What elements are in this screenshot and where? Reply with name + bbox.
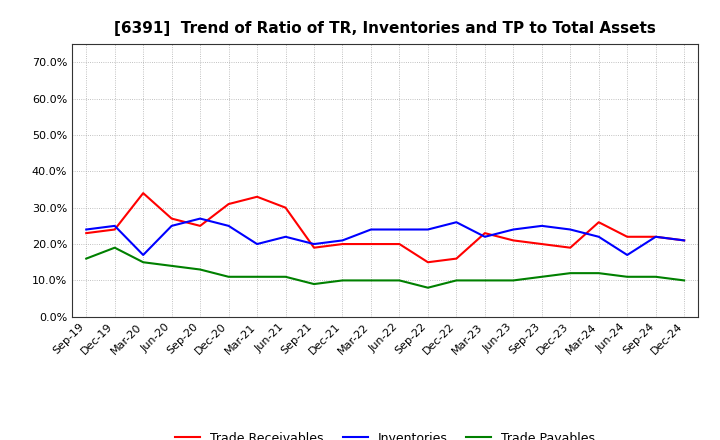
- Inventories: [566, 227, 575, 232]
- Trade Receivables: [253, 194, 261, 199]
- Trade Receivables: [566, 245, 575, 250]
- Trade Payables: [395, 278, 404, 283]
- Trade Receivables: [167, 216, 176, 221]
- Trade Receivables: [139, 191, 148, 196]
- Trade Receivables: [623, 234, 631, 239]
- Trade Receivables: [395, 242, 404, 247]
- Inventories: [623, 252, 631, 257]
- Trade Payables: [225, 274, 233, 279]
- Trade Payables: [110, 245, 119, 250]
- Trade Receivables: [196, 223, 204, 228]
- Trade Receivables: [110, 227, 119, 232]
- Legend: Trade Receivables, Inventories, Trade Payables: Trade Receivables, Inventories, Trade Pa…: [170, 427, 600, 440]
- Inventories: [110, 223, 119, 228]
- Trade Receivables: [423, 260, 432, 265]
- Inventories: [82, 227, 91, 232]
- Trade Receivables: [537, 242, 546, 247]
- Inventories: [595, 234, 603, 239]
- Trade Payables: [595, 271, 603, 276]
- Trade Receivables: [366, 242, 375, 247]
- Trade Receivables: [82, 231, 91, 236]
- Trade Payables: [338, 278, 347, 283]
- Trade Receivables: [652, 234, 660, 239]
- Line: Trade Receivables: Trade Receivables: [86, 193, 684, 262]
- Inventories: [196, 216, 204, 221]
- Inventories: [423, 227, 432, 232]
- Trade Receivables: [595, 220, 603, 225]
- Line: Inventories: Inventories: [86, 219, 684, 255]
- Trade Receivables: [680, 238, 688, 243]
- Inventories: [225, 223, 233, 228]
- Inventories: [480, 234, 489, 239]
- Inventories: [452, 220, 461, 225]
- Trade Payables: [196, 267, 204, 272]
- Trade Receivables: [480, 231, 489, 236]
- Trade Payables: [423, 285, 432, 290]
- Trade Payables: [167, 263, 176, 268]
- Inventories: [253, 242, 261, 247]
- Trade Payables: [139, 260, 148, 265]
- Trade Payables: [623, 274, 631, 279]
- Trade Payables: [253, 274, 261, 279]
- Trade Receivables: [452, 256, 461, 261]
- Inventories: [680, 238, 688, 243]
- Trade Payables: [366, 278, 375, 283]
- Title: [6391]  Trend of Ratio of TR, Inventories and TP to Total Assets: [6391] Trend of Ratio of TR, Inventories…: [114, 21, 656, 36]
- Inventories: [537, 223, 546, 228]
- Trade Payables: [82, 256, 91, 261]
- Inventories: [139, 252, 148, 257]
- Trade Payables: [509, 278, 518, 283]
- Line: Trade Payables: Trade Payables: [86, 248, 684, 288]
- Inventories: [395, 227, 404, 232]
- Trade Receivables: [225, 202, 233, 207]
- Trade Receivables: [509, 238, 518, 243]
- Inventories: [167, 223, 176, 228]
- Trade Receivables: [338, 242, 347, 247]
- Inventories: [509, 227, 518, 232]
- Trade Payables: [480, 278, 489, 283]
- Trade Payables: [310, 282, 318, 287]
- Inventories: [652, 234, 660, 239]
- Trade Receivables: [310, 245, 318, 250]
- Trade Payables: [652, 274, 660, 279]
- Inventories: [338, 238, 347, 243]
- Trade Payables: [566, 271, 575, 276]
- Trade Payables: [537, 274, 546, 279]
- Trade Payables: [282, 274, 290, 279]
- Trade Payables: [680, 278, 688, 283]
- Trade Receivables: [282, 205, 290, 210]
- Inventories: [282, 234, 290, 239]
- Inventories: [366, 227, 375, 232]
- Trade Payables: [452, 278, 461, 283]
- Inventories: [310, 242, 318, 247]
